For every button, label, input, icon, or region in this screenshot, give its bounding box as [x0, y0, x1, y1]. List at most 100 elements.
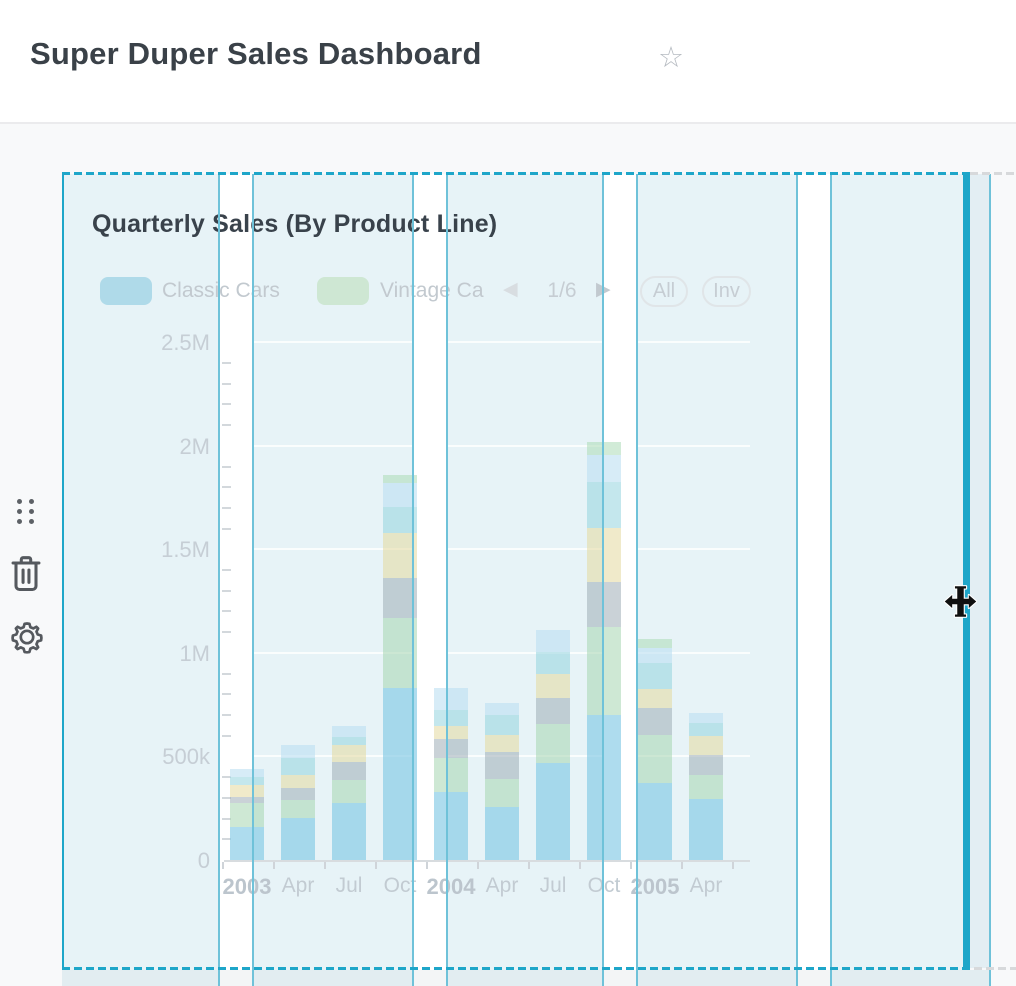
- bar-segment[interactable]: [587, 627, 621, 716]
- bar-segment[interactable]: [332, 780, 366, 804]
- drag-handle-icon[interactable]: [16, 499, 38, 524]
- bar-segment[interactable]: [536, 762, 570, 860]
- bar-segment[interactable]: [485, 806, 519, 860]
- dashboard-card[interactable]: Quarterly Sales (By Product Line) Classi…: [62, 174, 965, 970]
- bar-segment[interactable]: [434, 758, 468, 793]
- y-axis-minor-tick: [222, 506, 231, 509]
- bar-segment[interactable]: [638, 782, 672, 860]
- trash-icon[interactable]: [8, 553, 44, 593]
- y-axis-tick-label: 0: [197, 848, 210, 873]
- bar-segment[interactable]: [230, 826, 264, 860]
- bar-segment[interactable]: [587, 528, 621, 583]
- bar-segment[interactable]: [536, 651, 570, 674]
- card-resize-edge[interactable]: [963, 174, 970, 970]
- bar-segment[interactable]: [536, 673, 570, 698]
- bar-segment[interactable]: [689, 798, 723, 860]
- gear-icon[interactable]: [8, 618, 46, 656]
- bar-segment[interactable]: [485, 715, 519, 736]
- bar-segment[interactable]: [383, 506, 417, 533]
- bar-segment[interactable]: [281, 799, 315, 818]
- bar-segment[interactable]: [536, 697, 570, 724]
- bar-segment[interactable]: [485, 703, 519, 716]
- legend-item-label[interactable]: Classic Cars: [162, 279, 280, 302]
- bar-segment[interactable]: [434, 726, 468, 740]
- grid-column-line: [446, 174, 448, 986]
- x-axis-category-label: Apr: [689, 874, 723, 897]
- grid-column-line: [252, 174, 254, 986]
- bar-segment[interactable]: [689, 774, 723, 799]
- x-axis-tick: [425, 862, 428, 869]
- bar-segment[interactable]: [536, 723, 570, 763]
- y-gridline: [230, 651, 750, 654]
- bar-segment[interactable]: [332, 803, 366, 860]
- grid-column-line: [602, 174, 604, 986]
- bar-segment[interactable]: [383, 617, 417, 688]
- bar-segment[interactable]: [230, 768, 264, 777]
- x-axis-category-label: 2004: [426, 874, 476, 899]
- legend-invert-button[interactable]: Inv: [702, 276, 751, 307]
- bar-segment[interactable]: [638, 647, 672, 663]
- bar-segment[interactable]: [689, 735, 723, 755]
- y-axis-minor-tick: [222, 403, 231, 406]
- bar-segment[interactable]: [485, 779, 519, 807]
- bar-segment[interactable]: [332, 762, 366, 781]
- x-axis-category-label: Apr: [281, 874, 315, 897]
- bar-segment[interactable]: [587, 442, 621, 456]
- bar-segment[interactable]: [638, 688, 672, 708]
- bar-segment[interactable]: [587, 582, 621, 627]
- legend-prev-icon[interactable]: ◀: [503, 279, 518, 300]
- bar-segment[interactable]: [638, 639, 672, 648]
- bar-segment[interactable]: [383, 577, 417, 618]
- bar-segment[interactable]: [536, 629, 570, 652]
- bar-segment[interactable]: [332, 736, 366, 746]
- bar-segment[interactable]: [434, 792, 468, 860]
- bar-segment[interactable]: [434, 710, 468, 726]
- bar-segment[interactable]: [230, 803, 264, 827]
- bar-segment[interactable]: [587, 715, 621, 860]
- legend-select-all-button[interactable]: All: [640, 276, 688, 307]
- bar-segment[interactable]: [230, 784, 264, 797]
- bar-segment[interactable]: [638, 662, 672, 689]
- x-axis-tick: [272, 862, 275, 869]
- bar-segment[interactable]: [587, 482, 621, 528]
- x-axis-category-label: 2005: [630, 874, 680, 899]
- bar-segment[interactable]: [332, 745, 366, 763]
- y-axis-minor-tick: [222, 776, 231, 779]
- bar-segment[interactable]: [230, 796, 264, 804]
- bar-segment[interactable]: [383, 474, 417, 483]
- bar-segment[interactable]: [281, 774, 315, 788]
- bar-segment[interactable]: [434, 688, 468, 711]
- bar-segment[interactable]: [383, 482, 417, 507]
- legend-swatch[interactable]: [317, 277, 369, 305]
- y-axis-tick-label: 500k: [162, 744, 210, 770]
- bar-segment[interactable]: [332, 726, 366, 737]
- bar-segment[interactable]: [281, 757, 315, 775]
- bar-segment[interactable]: [434, 739, 468, 759]
- bar-segment[interactable]: [689, 722, 723, 736]
- bar-segment[interactable]: [689, 712, 723, 723]
- y-axis-minor-tick: [222, 589, 231, 592]
- y-axis-minor-tick: [222, 693, 231, 696]
- legend-item-label[interactable]: Vintage Ca: [380, 279, 484, 302]
- dashboard-header: Super Duper Sales Dashboard ☆: [0, 0, 1016, 124]
- star-icon[interactable]: ☆: [658, 42, 684, 74]
- bar-segment[interactable]: [383, 687, 417, 860]
- bar-segment[interactable]: [638, 734, 672, 783]
- legend-swatch[interactable]: [100, 277, 152, 305]
- bar-segment[interactable]: [587, 455, 621, 483]
- x-axis-category-label: Apr: [485, 874, 519, 897]
- y-axis-tick-label: 1M: [179, 640, 210, 666]
- y-axis-minor-tick: [222, 631, 231, 634]
- y-gridline: [230, 548, 750, 551]
- bar-segment[interactable]: [281, 745, 315, 758]
- bar-segment[interactable]: [383, 532, 417, 578]
- bar-segment[interactable]: [281, 787, 315, 800]
- bar-segment[interactable]: [485, 752, 519, 780]
- y-axis-minor-tick: [222, 796, 231, 799]
- bar-segment[interactable]: [638, 707, 672, 735]
- bar-segment[interactable]: [281, 817, 315, 860]
- bar-segment[interactable]: [689, 754, 723, 775]
- bar-segment[interactable]: [230, 776, 264, 785]
- bar-segment[interactable]: [485, 735, 519, 753]
